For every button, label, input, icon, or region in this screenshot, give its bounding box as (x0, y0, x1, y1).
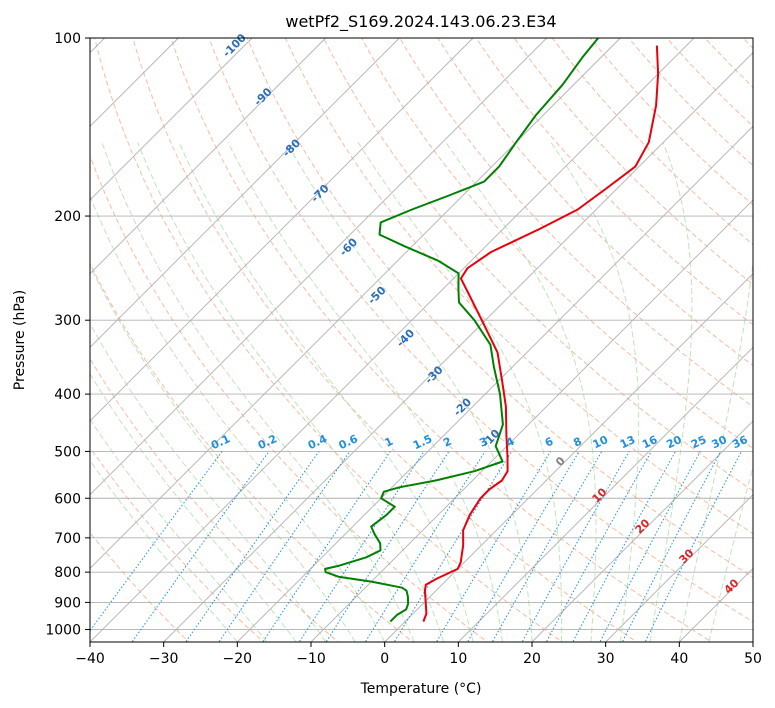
x-tick-label: −20 (223, 651, 253, 667)
mixing-ratio-label: 10 (591, 433, 611, 451)
axes-layer: −40 −30 −20 −10 0 10 20 30 40 50 100 200 300 400 500 60… (45, 31, 762, 667)
mixing-ratio-line (435, 451, 552, 642)
y-tick-label: 200 (54, 209, 81, 225)
y-tick-label: 900 (54, 595, 81, 611)
mixing-ratio-label: 30 (710, 433, 730, 451)
mixing-ratio-line (218, 451, 351, 642)
dry-adiabat-line (437, 38, 753, 367)
mixing-ratio-line (298, 451, 425, 642)
x-tick-label: 40 (670, 651, 688, 667)
isotherm-line (458, 346, 753, 642)
plot-background (90, 38, 753, 642)
mixing-ratio-line (644, 451, 742, 642)
x-axis-label: Temperature (°C) (360, 681, 482, 697)
isotherm-line (90, 38, 326, 275)
mixing-ratio-label: 16 (640, 433, 660, 451)
dry-adiabat-line (322, 38, 753, 492)
mixing-ratio-line (621, 451, 722, 642)
mixing-ratio-line (393, 451, 513, 642)
isotherm-line (384, 273, 753, 642)
x-tick-label: −30 (149, 651, 179, 667)
x-tick-label: −10 (296, 651, 326, 667)
mixing-ratio-line (572, 451, 676, 642)
grid-layer (90, 38, 753, 642)
isotherm-line (90, 38, 695, 642)
mixing-ratio-line (185, 451, 320, 642)
y-tick-label: 700 (54, 531, 81, 547)
y-tick-label: 300 (54, 313, 81, 329)
temperature-profile-line (422, 45, 660, 622)
isotherm-line (90, 38, 474, 422)
dewpoint-profile-line (324, 38, 599, 623)
dry-adiabat-line (170, 38, 713, 642)
x-tick-label: 20 (523, 651, 541, 667)
x-tick-label: 0 (380, 651, 389, 667)
mixing-ratio-label: 36 (730, 433, 750, 451)
isotherm-line (90, 38, 253, 201)
mixing-ratio-line (364, 451, 486, 642)
dry-adiabat-line (284, 38, 753, 535)
y-tick-label: 800 (54, 565, 81, 581)
dry-adiabat-line (246, 38, 753, 578)
mixing-ratio-line (325, 451, 450, 642)
isotherm-line (605, 494, 753, 642)
mixing-ratio-line (262, 451, 391, 642)
y-tick-label: 400 (54, 387, 81, 403)
series-layer (324, 38, 660, 623)
isotherm-line (237, 125, 753, 642)
y-tick-label: 100 (54, 31, 81, 47)
isotherm-line (310, 199, 753, 642)
isotherm-line (163, 52, 753, 642)
x-tick-label: 50 (744, 651, 762, 667)
mixing-ratio-line (466, 451, 580, 642)
dry-adiabat-line (90, 154, 489, 642)
x-tick-label: −40 (75, 651, 105, 667)
isotherm-line (90, 38, 547, 496)
y-tick-label: 1000 (45, 622, 81, 638)
mixing-ratio-line (90, 451, 223, 632)
mixing-ratio-label: 25 (689, 433, 708, 451)
mixing-ratio-line (491, 451, 603, 642)
isotherm-line (90, 38, 400, 348)
mixing-ratio-line (599, 451, 701, 642)
x-tick-label: 10 (449, 651, 467, 667)
y-tick-label: 500 (54, 444, 81, 460)
dry-adiabat-line (475, 38, 753, 326)
y-tick-label: 600 (54, 491, 81, 507)
mixing-ratio-label: 13 (618, 433, 637, 451)
mixing-ratio-line (131, 451, 270, 642)
isotherm-line (531, 420, 753, 642)
x-tick-label: 30 (597, 651, 615, 667)
plot-frame (89, 37, 754, 643)
chart-title: wetPf2_S169.2024.143.06.23.E34 (285, 12, 556, 32)
dry-adiabat-line (361, 38, 753, 449)
mixing-ratio-label: 20 (664, 433, 684, 451)
y-axis-label: Pressure (hPa) (12, 290, 28, 390)
